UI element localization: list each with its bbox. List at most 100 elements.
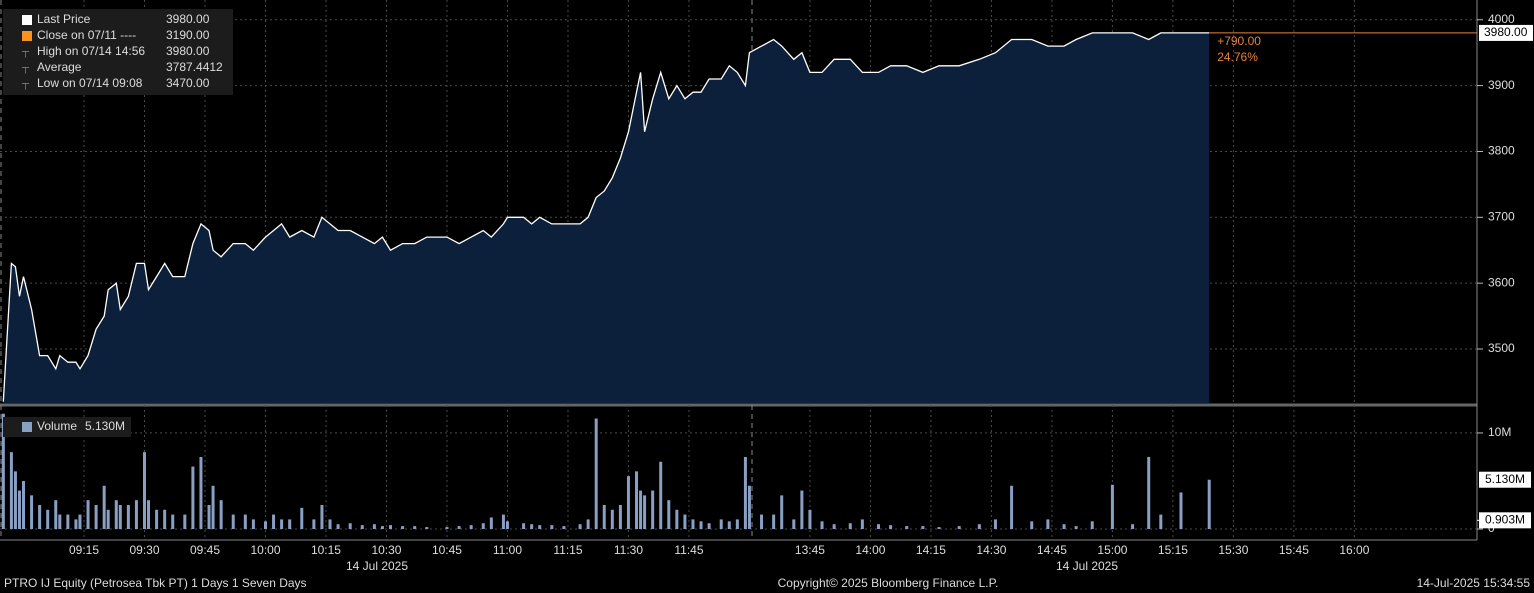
volume-bar [13,471,17,529]
volume-tag-bg [1479,471,1531,488]
last-price-tag: 3980.00 [1484,25,1528,39]
legend-swatch [22,15,32,25]
volume-bar [643,495,647,529]
volume-bar [372,524,376,529]
volume-legend-label: Volume [37,419,77,433]
volume-bar [877,524,881,529]
volume-bar [993,519,997,529]
y-tick-label: 4000 [1488,12,1515,26]
volume-legend-bg [3,417,131,437]
volume-bar [191,466,195,529]
volume-bar [199,456,203,529]
volume-bar [562,526,566,529]
x-date-label: 14 Jul 2025 [346,559,408,573]
volume-bar [336,524,340,529]
volume-bar [1074,526,1078,529]
volume-bar [38,504,42,529]
volume-bar [610,509,614,529]
y-tick-label: 10M [1488,425,1511,439]
footer-center: Copyright© 2025 Bloomberg Finance L.P. [778,576,999,590]
x-tick-label: 13:45 [795,543,825,557]
x-tick-label: 14:45 [1037,543,1067,557]
legend-icon: ┬ [21,47,30,58]
volume-bar [792,519,796,529]
volume-bar [727,521,731,529]
volume-bar [300,507,304,529]
legend-label: Last Price [37,12,91,26]
volume-bar [808,509,812,529]
volume-bar [832,524,836,529]
volume-bar [74,519,78,529]
volume-bar [889,525,893,529]
last-price-tag-bg [1479,24,1533,41]
volume-bar [683,514,687,529]
y-tick-label: 3900 [1488,78,1515,92]
legend-label: Average [37,60,82,74]
x-tick-label: 11:45 [674,543,703,557]
volume-bar [602,504,606,529]
volume-bar [707,523,711,529]
volume-bar [530,524,534,529]
volume-bar [1,413,5,529]
x-tick-label: 09:45 [190,543,220,557]
y-tick-label: 3600 [1488,275,1515,289]
volume-bar [578,524,582,529]
volume-bar [675,509,679,529]
volume-bar [489,517,493,529]
annotation: 24.76% [1217,50,1258,64]
volume-bar [401,526,405,529]
x-tick-label: 15:15 [1158,543,1188,557]
x-tick-label: 10:45 [432,543,462,557]
footer-left: PTRO IJ Equity (Petrosea Tbk PT) 1 Days … [4,576,307,590]
volume-bar [118,504,122,529]
volume-bar [469,525,473,529]
volume-bar [659,461,663,529]
volume-bar [747,485,751,529]
annotation: +790.00 [1217,34,1261,48]
volume-bar [320,504,324,529]
volume-bar [207,504,211,529]
volume-bar [288,519,292,529]
volume-bar [126,504,130,529]
volume-bar [505,521,509,529]
volume-bar [626,476,630,529]
volume-bar [9,452,13,529]
x-tick-label: 10:00 [250,543,280,557]
legend-icon: ┬ [21,63,30,74]
volume-bar [594,418,598,529]
volume-bar [155,509,159,529]
volume-bar [171,514,175,529]
volume-bar [1131,524,1135,529]
x-tick-label: 11:00 [493,543,522,557]
legend-value: 3980.00 [166,44,210,58]
volume-bar [1207,479,1211,529]
x-tick-label: 15:00 [1097,543,1127,557]
volume-bar [147,500,151,529]
volume-bar [1090,521,1094,529]
volume-bar [550,525,554,529]
volume-bar [481,523,485,529]
volume-bar [820,521,824,529]
legend-label: Low on 07/14 09:08 [37,76,143,90]
volume-bar [586,519,590,529]
x-tick-label: 14:30 [976,543,1006,557]
volume-bar [231,514,235,529]
volume-bar [699,521,703,529]
volume-bar [921,526,925,529]
legend-icon: ┬ [21,79,30,90]
volume-bar [219,500,223,529]
volume-legend-swatch [22,422,32,432]
y-tick-label: 3700 [1488,209,1515,223]
volume-bar [691,519,695,529]
x-tick-label: 16:00 [1339,543,1369,557]
x-tick-label: 10:30 [371,543,401,557]
volume-bar [106,509,110,529]
volume-bar [425,527,429,529]
volume-bar [312,519,316,529]
legend-label: High on 07/14 14:56 [37,44,145,58]
price-line [2,32,1210,402]
volume-bar [743,456,747,529]
x-tick-label: 09:15 [69,543,99,557]
legend-value: 3787.4412 [166,60,223,74]
